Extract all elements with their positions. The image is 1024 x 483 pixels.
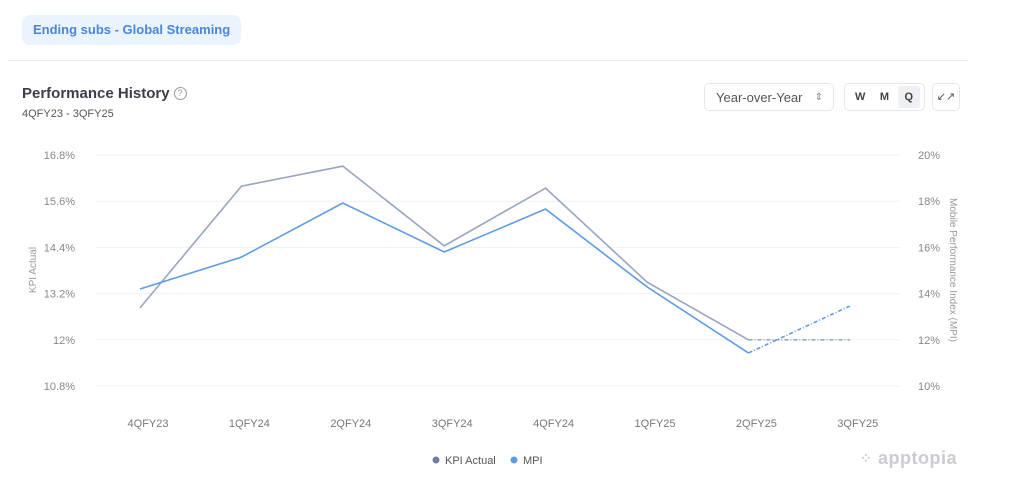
y-tick-label: 10.8% [44,381,75,393]
y2-axis-label: Mobile Performance Index (MPI) [947,198,958,342]
y-tick-label: 13.2% [44,289,75,301]
series-line-kpi [139,165,749,341]
divider [8,60,968,61]
x-tick-label: 1QFY24 [229,418,270,430]
y-tick-label: 12% [53,335,75,347]
granularity-w[interactable]: W [854,91,866,103]
y2-tick-label: 12% [918,335,940,347]
x-tick-label: 4QFY24 [533,418,574,430]
series-line-mpi [139,202,749,354]
y2-tick-label: 10% [918,381,940,393]
y-tick-label: 16.8% [44,150,75,162]
help-icon[interactable]: ? [173,87,187,100]
collapse-button[interactable]: ↙↗ [932,83,960,111]
x-tick-label: 2QFY25 [736,418,777,430]
y2-tick-label: 20% [918,150,940,162]
y-tick-label: 14.4% [44,242,75,254]
metric-pill[interactable]: Ending subs - Global Streaming [22,15,242,45]
legend-marker [510,456,518,464]
y2-tick-label: 18% [918,196,940,208]
date-range: 4QFY23 - 3QFY25 [22,108,114,120]
comparison-value: Year-over-Year [716,90,803,105]
legend-label: MPI [523,455,543,467]
y2-tick-label: 16% [918,242,940,254]
x-tick-label: 3QFY24 [432,418,473,430]
x-tick-label: 2QFY24 [330,418,371,430]
y2-tick-label: 14% [918,289,940,301]
granularity-toggle: W M Q [844,83,925,111]
granularity-q[interactable]: Q [897,86,920,108]
comparison-select[interactable]: Year-over-Year ⇕ [704,83,834,111]
legend-marker [432,456,440,464]
title-text: Performance History [22,85,170,102]
x-tick-label: 3QFY25 [837,418,878,430]
x-tick-label: 4QFY23 [128,418,169,430]
granularity-m[interactable]: M [879,91,890,103]
chart-title: Performance History? [22,85,187,102]
y-tick-label: 15.6% [44,196,75,208]
apptopia-logo: ⁘ apptopia [860,448,957,468]
x-tick-label: 1QFY25 [635,418,676,430]
y-axis-label: KPI Actual [28,247,39,293]
legend-label: KPI Actual [445,455,496,467]
chevron-updown-icon: ⇕ [814,92,823,103]
collapse-icon: ↙↗ [936,91,956,103]
series-projection-mpi [748,305,851,354]
